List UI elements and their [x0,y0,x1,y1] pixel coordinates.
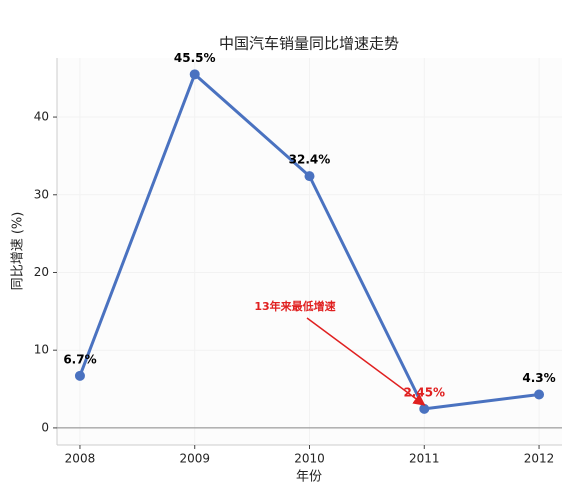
y-tick-label: 40 [34,110,49,124]
marker [189,69,200,80]
marker [534,389,545,400]
y-tick-label: 0 [41,420,49,434]
marker [304,171,315,182]
x-tick-label: 2010 [294,452,325,466]
data-label: 4.3% [522,371,555,385]
data-label: 32.4% [289,153,331,167]
data-label: 45.5% [174,51,216,65]
x-tick-label: 2008 [65,452,96,466]
marker [419,403,430,414]
chart-title: 中国汽车销量同比增速走势 [219,35,399,53]
marker [74,370,85,381]
x-tick-label: 2011 [409,452,440,466]
x-tick-label: 2009 [179,452,210,466]
data-label: 6.7% [63,352,96,366]
y-tick-label: 20 [34,265,49,279]
y-tick-label: 10 [34,343,49,357]
y-axis-label: 同比增速 (%) [11,212,26,291]
data-label: 2.45% [403,385,445,399]
x-tick-label: 2012 [524,452,555,466]
annotation-arrow [306,317,426,406]
x-axis-label: 年份 [296,470,322,485]
y-tick-label: 30 [34,187,49,201]
annotation: 13年来最低增速 [254,299,335,313]
